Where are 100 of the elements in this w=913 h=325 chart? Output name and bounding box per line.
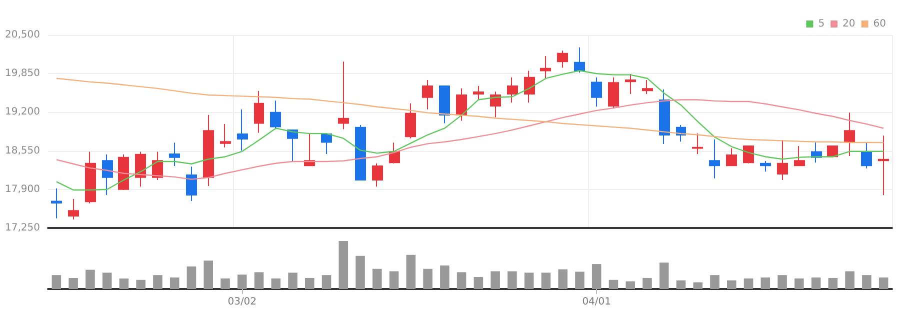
- bar: [389, 271, 399, 289]
- candlestick: [844, 112, 855, 157]
- candlestick: [777, 139, 788, 181]
- bar: [760, 277, 770, 289]
- candlestick: [692, 132, 703, 155]
- candlestick: [321, 133, 332, 155]
- bar: [186, 266, 196, 289]
- candlestick: [726, 148, 737, 166]
- bar: [794, 278, 804, 289]
- bar: [693, 282, 703, 289]
- legend-label: 20: [842, 18, 856, 30]
- bar: [423, 268, 432, 289]
- bar: [474, 277, 484, 289]
- candlestick: [507, 76, 518, 104]
- candlestick: [355, 124, 366, 181]
- candlestick: [169, 142, 180, 167]
- bar: [575, 272, 584, 289]
- candlestick: [861, 142, 872, 169]
- bar: [322, 275, 332, 289]
- candlestick: [270, 100, 281, 130]
- bar: [811, 277, 821, 289]
- bar: [220, 278, 230, 289]
- bar: [878, 277, 888, 289]
- bar: [558, 269, 568, 289]
- bar: [288, 272, 298, 289]
- bar: [271, 278, 281, 289]
- bar: [490, 271, 500, 289]
- bar: [254, 272, 264, 289]
- candlestick: [642, 80, 653, 94]
- bar: [541, 272, 551, 289]
- candlestick: [743, 145, 754, 164]
- legend-label: 60: [873, 18, 886, 30]
- candlestick: [254, 90, 264, 134]
- candlestick: [186, 166, 197, 202]
- bar: [68, 278, 78, 289]
- bar: [676, 280, 686, 289]
- candlestick: [540, 56, 551, 80]
- bar: [456, 272, 466, 289]
- bar: [406, 254, 416, 289]
- candlestick: [68, 198, 79, 220]
- candlestick: [456, 88, 467, 122]
- legend-label: 5: [818, 18, 825, 30]
- candlestick: [625, 74, 636, 94]
- bar: [524, 272, 534, 289]
- x-tick-label: 03/02: [228, 296, 257, 308]
- bar: [52, 275, 62, 289]
- candlestick: [220, 124, 231, 148]
- candlestick: [709, 138, 720, 179]
- y-tick-label: 20,500: [5, 30, 40, 40]
- x-tick-label: 04/01: [582, 296, 612, 308]
- candlestick: [524, 70, 535, 104]
- bar: [642, 278, 652, 289]
- bar: [659, 262, 669, 289]
- candlestick: [608, 76, 619, 109]
- bar: [153, 275, 162, 289]
- line-series: [56, 99, 884, 180]
- candlestick: [557, 50, 568, 68]
- bar: [710, 275, 720, 289]
- bar: [862, 275, 872, 289]
- bar: [102, 272, 112, 289]
- candlestick: [338, 61, 349, 130]
- candlestick: [203, 114, 214, 187]
- candlestick: [591, 76, 602, 108]
- candlestick: [102, 154, 113, 196]
- candlestick: [372, 162, 383, 188]
- bar: [626, 281, 635, 289]
- bar: [119, 278, 129, 289]
- bar: [727, 280, 736, 289]
- candlestick: [659, 88, 670, 144]
- candlestick: [439, 86, 450, 124]
- candlestick: [878, 135, 889, 196]
- y-tick-label: 19,200: [5, 106, 40, 118]
- bar: [508, 271, 517, 289]
- candlestick: [473, 86, 484, 100]
- y-tick-label: 17,250: [5, 222, 40, 234]
- bar: [204, 260, 213, 289]
- bar: [170, 277, 180, 289]
- candlestick: [237, 108, 248, 152]
- candlestick: [85, 151, 96, 204]
- bar: [237, 274, 247, 289]
- bar: [608, 280, 618, 289]
- bar: [356, 256, 365, 289]
- y-tick-label: 19,850: [5, 68, 40, 80]
- y-tick-label: 17,900: [5, 184, 40, 195]
- bar: [744, 278, 754, 289]
- bar: [845, 271, 854, 289]
- bar: [440, 265, 450, 289]
- candlestick: [422, 80, 433, 110]
- bar: [372, 268, 382, 289]
- bar: [86, 270, 95, 289]
- candlestick: [51, 188, 62, 219]
- line-series: [56, 70, 884, 191]
- line-series: [56, 78, 884, 144]
- bar: [778, 275, 787, 289]
- bar: [338, 241, 348, 289]
- candlestick: [574, 46, 585, 74]
- candlestick: [794, 145, 805, 166]
- bar: [136, 280, 146, 289]
- bar: [305, 278, 314, 289]
- bar: [592, 264, 602, 289]
